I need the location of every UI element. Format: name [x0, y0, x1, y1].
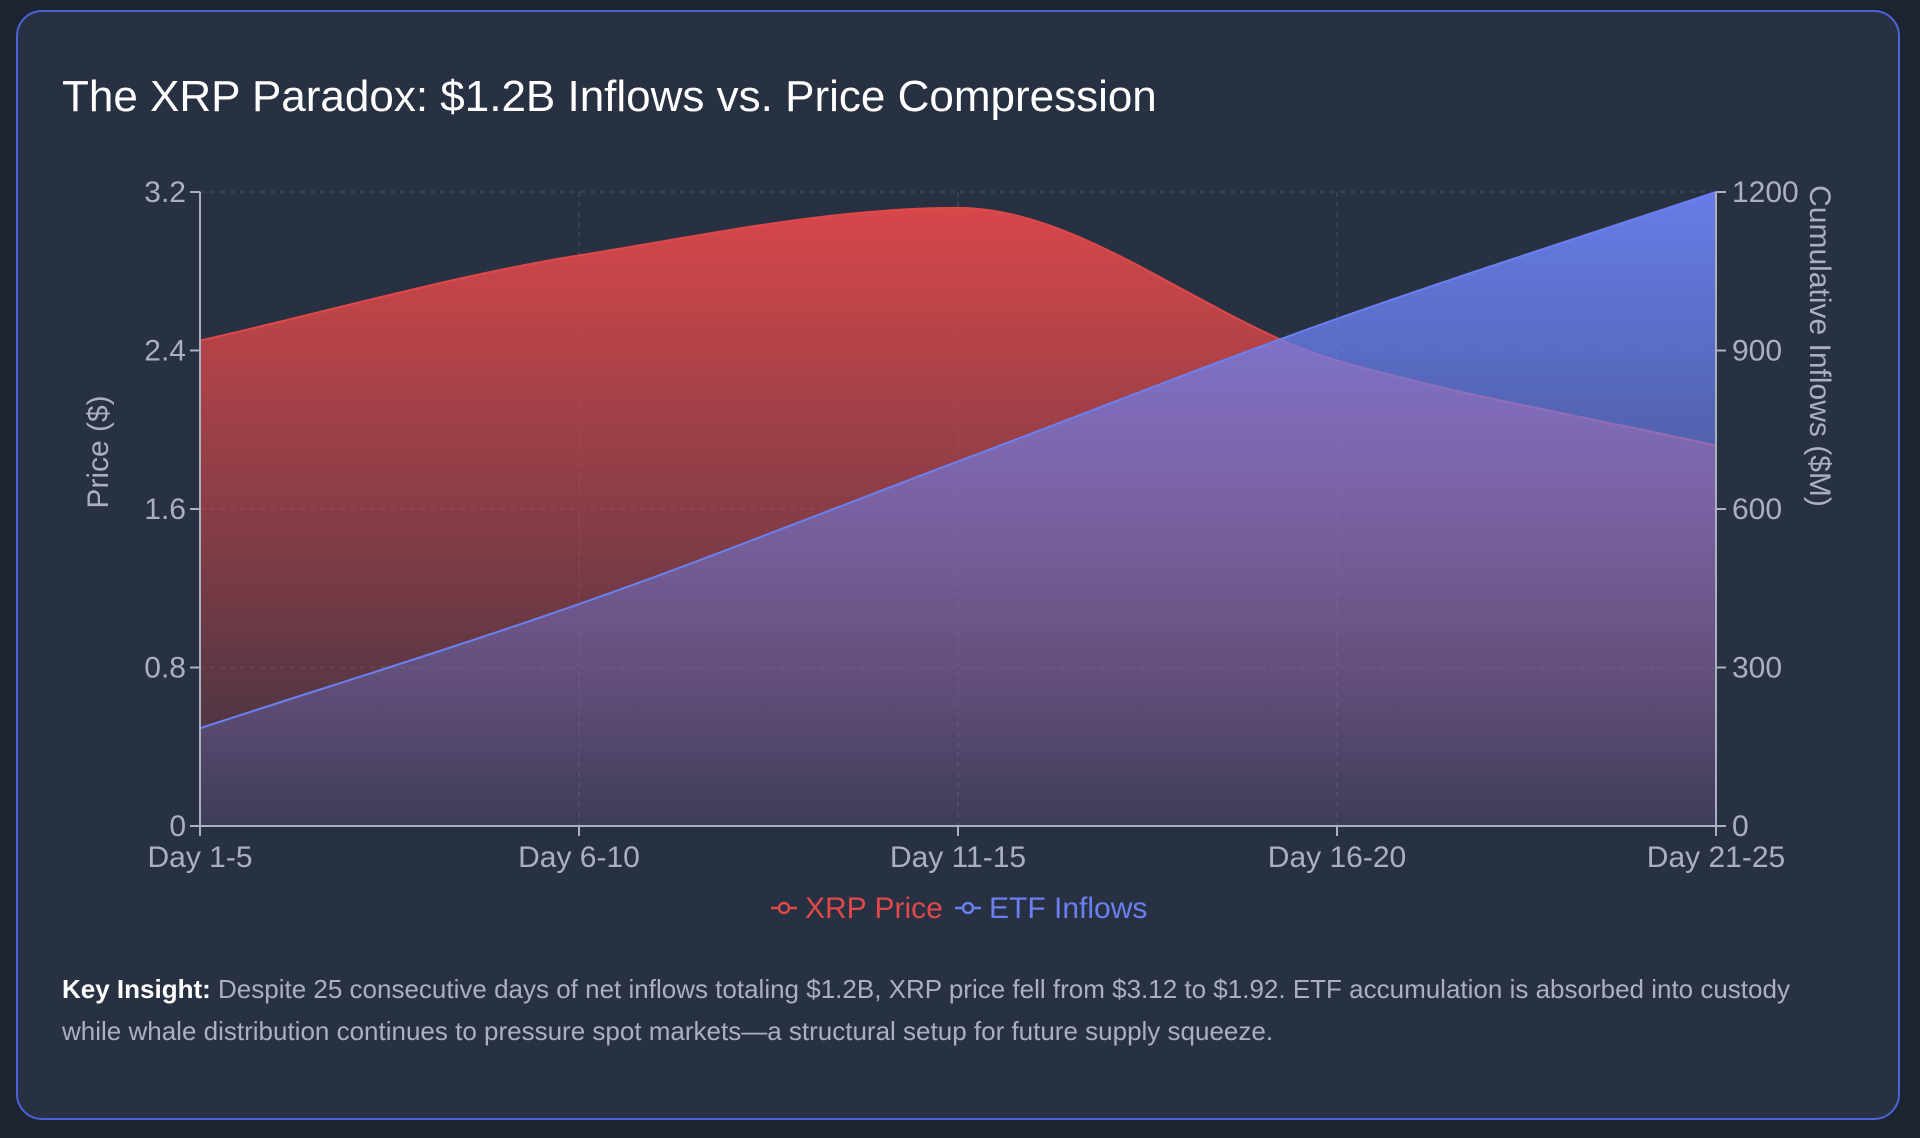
- legend: XRP Price ETF Inflows: [771, 892, 1147, 925]
- y-left-tick-label: 1.6: [144, 493, 186, 526]
- legend-item-price[interactable]: XRP Price: [771, 892, 943, 925]
- legend-marker-icon: [961, 901, 975, 915]
- y-axis-left-title: Price ($): [82, 395, 115, 508]
- y-right-tick-label: 300: [1732, 652, 1782, 685]
- y-right-tick-label: 900: [1732, 335, 1782, 368]
- key-insight: Key Insight: Despite 25 consecutive days…: [62, 968, 1822, 1052]
- y-left-tick-label: 3.2: [144, 176, 186, 209]
- y-left-tick-label: 2.4: [144, 335, 186, 368]
- axis-layer: 0 0 0.8 300 1.6 600 2.4 900 3.2 1200 Day 1-5 Day 6-…: [144, 176, 1798, 874]
- legend-marker-icon: [777, 901, 791, 915]
- inflows-area: [200, 192, 1716, 826]
- y-left-tick-label: 0.8: [144, 652, 186, 685]
- legend-label: XRP Price: [805, 892, 943, 925]
- inflows-line: [199, 191, 1717, 730]
- y-right-tick-label: 600: [1732, 493, 1782, 526]
- legend-item-inflows[interactable]: ETF Inflows: [955, 892, 1147, 925]
- y-axis-right-title: Cumulative Inflows ($M): [1803, 185, 1836, 507]
- x-tick-label: Day 16-20: [1268, 841, 1406, 874]
- x-tick-label: Day 11-15: [890, 841, 1026, 874]
- x-tick-label: Day 21-25: [1647, 841, 1785, 874]
- y-right-tick-label: 0: [1732, 810, 1749, 843]
- key-insight-text: Despite 25 consecutive days of net inflo…: [62, 974, 1790, 1046]
- legend-label: ETF Inflows: [989, 892, 1147, 925]
- y-right-tick-label: 1200: [1732, 176, 1799, 209]
- x-tick-label: Day 1-5: [147, 841, 252, 874]
- x-tick-label: Day 6-10: [518, 841, 640, 874]
- key-insight-label: Key Insight:: [62, 974, 211, 1004]
- y-left-tick-label: 0: [169, 810, 186, 843]
- series-layer: [199, 191, 1717, 827]
- chart-title: The XRP Paradox: $1.2B Inflows vs. Price…: [62, 72, 1157, 121]
